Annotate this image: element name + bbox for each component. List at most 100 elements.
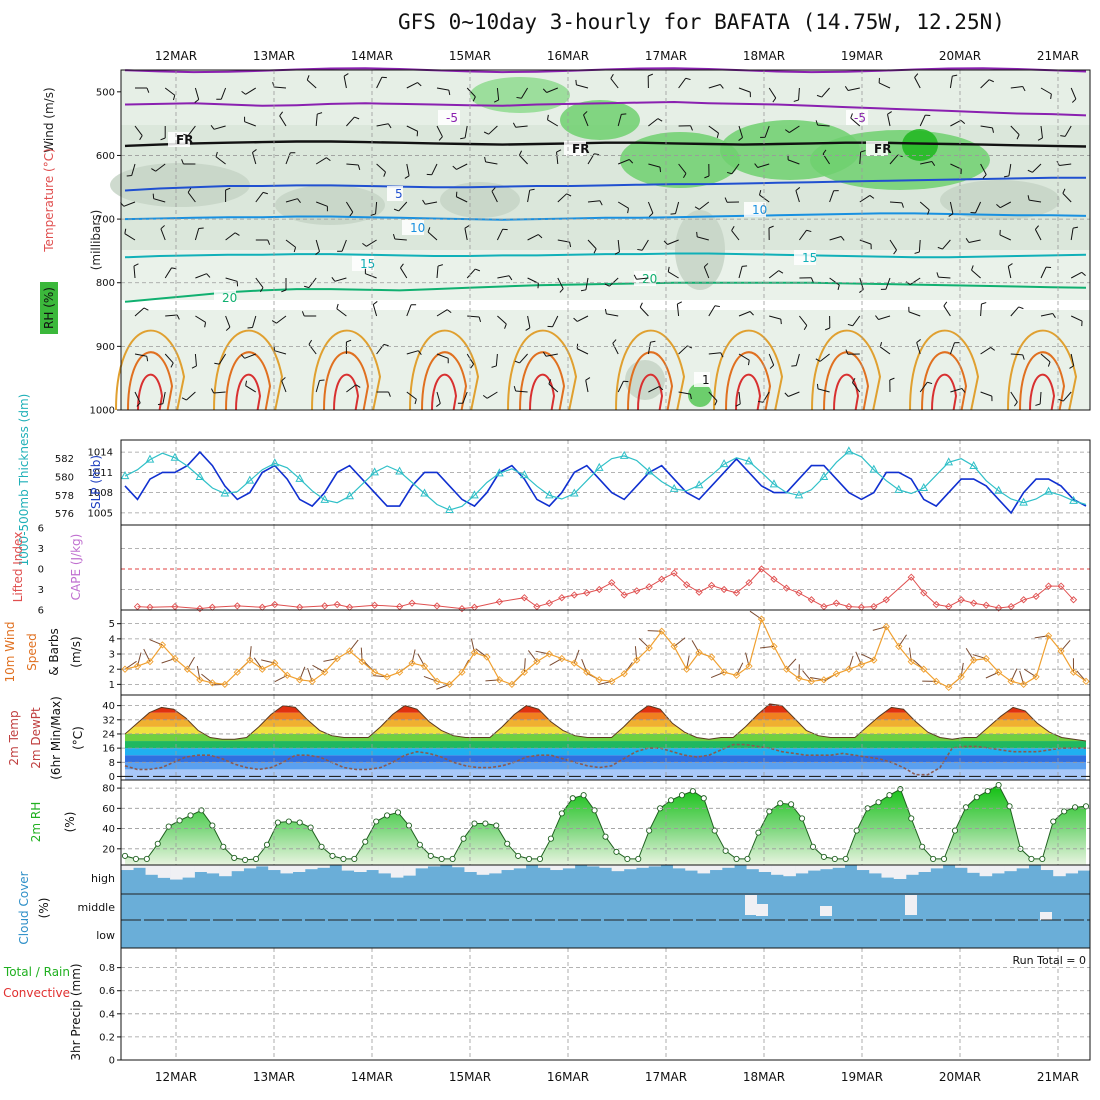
wind-barb-flag [860, 150, 866, 153]
wind-barb [949, 76, 953, 89]
rh2m-marker [1072, 804, 1079, 811]
wind-barb-flag [937, 246, 943, 250]
li-tick-label-1: 3 [38, 544, 44, 555]
wind-barb [731, 230, 740, 241]
wind-barb [1040, 87, 1052, 95]
li-marker [982, 601, 990, 609]
bl-temp-loop-6-0 [713, 329, 784, 411]
wind-barb-flag [569, 241, 572, 248]
rh2m-marker [493, 822, 500, 829]
li-marker [1057, 582, 1065, 590]
thickness-tick-label-0: 576 [55, 509, 74, 520]
wind-barb-flag [315, 251, 320, 255]
wind-barb [852, 382, 861, 393]
rh2m-marker [526, 855, 533, 862]
wind10m-marker [208, 679, 217, 687]
wind-barb-flag [719, 84, 724, 89]
wind10m-marker [558, 654, 566, 663]
wind-barb [980, 79, 990, 89]
wind-barb-flag [851, 377, 856, 383]
wind-barb-flag [133, 263, 139, 267]
wind-barb-flag [791, 365, 797, 367]
cloud-high-bar-10 [243, 865, 257, 869]
date-label-bottom-0: 12MAR [155, 1070, 197, 1084]
wind-barb [491, 191, 498, 203]
li-marker [645, 583, 653, 591]
wind-barb [617, 239, 620, 252]
wind-barb [285, 239, 296, 248]
cloud-high-bar-55 [795, 865, 809, 874]
rh2m-marker [307, 824, 314, 831]
wind-barb-flag [583, 111, 588, 116]
wind-barb-flag [422, 199, 426, 205]
wind-barb [889, 154, 899, 165]
rh2m-marker [995, 782, 1002, 789]
wind-barb [847, 87, 860, 91]
cloud-high-bar-35 [550, 865, 563, 871]
wind-barb [1064, 125, 1072, 137]
cloud-high-bar-71 [991, 865, 1005, 874]
wind-barb [515, 125, 528, 128]
cloud-high-bar-68 [955, 865, 968, 868]
wind-barb [336, 308, 347, 317]
thickness-marker [644, 466, 654, 475]
rh2m-marker [569, 795, 576, 802]
cloud-level-label-2: low [96, 929, 115, 942]
cloud-high-bar-28 [464, 865, 478, 872]
wind-barb-flag [1027, 195, 1030, 201]
wind-barb-flag [512, 122, 517, 128]
wind-barb [889, 239, 897, 251]
wind-barb-flag [845, 349, 849, 355]
bl-temp-loop-6-2 [735, 373, 762, 411]
wind10m-marker [920, 665, 928, 673]
y-tick-label-2: 60 [102, 804, 115, 815]
li-frame [120, 524, 1091, 611]
wind-barb-flag [768, 225, 774, 229]
cloud-high-bar-40 [611, 865, 625, 872]
wind-barb-flag [437, 264, 443, 267]
rh2m-marker [678, 792, 685, 799]
wind-barb [124, 233, 136, 241]
wind-barb [949, 201, 954, 214]
rh2m-marker [799, 815, 806, 822]
bl-temp-loop-6-1 [725, 351, 772, 411]
thickness-marker [395, 466, 404, 475]
li-marker [745, 579, 753, 587]
wind-barb [497, 275, 510, 279]
wind-barb [1008, 163, 1012, 176]
wind-barb-flag [575, 79, 577, 85]
wind-barb [133, 266, 136, 279]
wind-barb [949, 342, 955, 355]
rh2m-marker [602, 833, 609, 840]
rh2m-marker [613, 848, 620, 855]
thickness-tick-label-2: 580 [55, 473, 74, 484]
thickness-marker [320, 494, 330, 503]
wind-barb [281, 380, 287, 393]
wind-barb [548, 383, 559, 393]
thickness-marker [869, 464, 879, 473]
wind-barb [583, 114, 589, 127]
wind-barb [918, 239, 921, 253]
y-tick-label-2: 3 [109, 650, 115, 661]
temp-band-low [125, 776, 1086, 780]
rh-blob-8 [940, 180, 1060, 220]
wind-barb-flag [392, 234, 396, 240]
li-marker [633, 587, 641, 595]
rh2m-marker [176, 817, 183, 824]
bl-temp-loop-4-0 [507, 329, 578, 411]
wind-barb [425, 201, 438, 205]
wind-barb-flag [187, 187, 192, 193]
isotherm-label-2: 10 [410, 221, 425, 235]
precip-panel: 0 0.2 0.4 0.6 0.8 Run Total = 0 3hr Precip (mm… [3, 947, 1091, 1067]
wind10m-marker [832, 670, 841, 678]
wind-barb [920, 161, 933, 165]
wind-barb-flag [612, 339, 617, 344]
wind-barb-flag [689, 393, 692, 400]
wind-barb [887, 114, 891, 127]
wind-barb-flag [901, 202, 904, 208]
cloud-high-bar-7 [206, 865, 220, 874]
wind-barb [315, 239, 320, 252]
wind-barb [878, 315, 891, 320]
rh2m-marker [777, 800, 784, 807]
cloud-high-bar-4 [170, 865, 183, 880]
